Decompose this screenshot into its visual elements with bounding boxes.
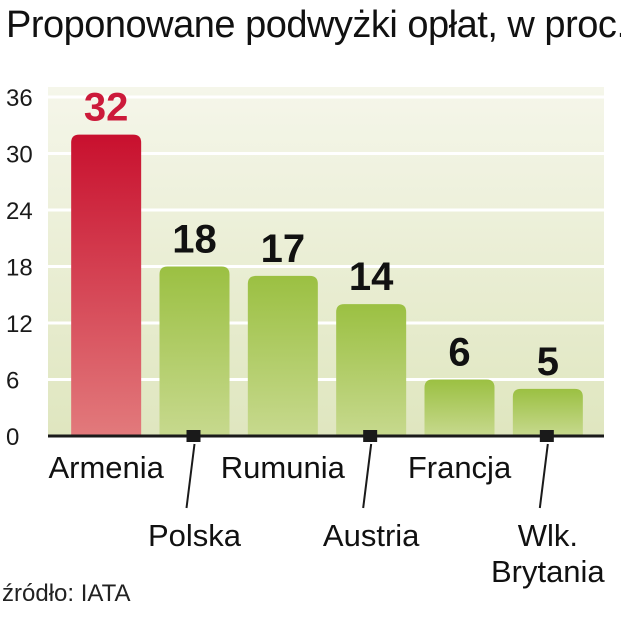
bar-rumunia [247, 275, 318, 436]
bar-wlk-brytania [512, 388, 583, 436]
y-tick-label: 18 [6, 255, 33, 282]
data-label: 14 [349, 255, 394, 299]
label-leader-line [185, 443, 196, 509]
y-tick-label: 6 [6, 368, 19, 395]
y-tick-label: 24 [6, 198, 33, 225]
y-tick-label: 36 [6, 85, 33, 112]
axis-tick-marker [186, 430, 201, 442]
bar-armenia [71, 134, 142, 436]
source-note: źródło: IATA [2, 580, 131, 607]
label-leader-line [362, 443, 373, 509]
category-label: Armenia [48, 450, 164, 485]
category-label: Austria [323, 518, 420, 553]
y-tick-label: 0 [6, 424, 19, 451]
data-label: 32 [84, 86, 129, 130]
category-label: Rumunia [221, 450, 346, 485]
category-label: Francja [408, 450, 512, 485]
axis-tick-marker [539, 430, 554, 442]
y-tick-label: 30 [6, 142, 33, 169]
data-label: 17 [261, 227, 306, 271]
label-leader-line [538, 443, 549, 509]
data-label: 18 [172, 218, 217, 262]
data-label: 5 [537, 340, 559, 384]
bar-polska [159, 266, 230, 436]
category-label: Wlk. Brytania [491, 518, 605, 589]
y-tick-label: 12 [6, 311, 33, 338]
data-label: 6 [448, 331, 470, 375]
bar-francja [424, 379, 495, 436]
chart-title: Proponowane podwyżki opłat, w proc. [6, 4, 621, 46]
axis-tick-marker [363, 430, 378, 442]
category-label: Polska [148, 518, 242, 553]
bar-austria [336, 304, 407, 436]
